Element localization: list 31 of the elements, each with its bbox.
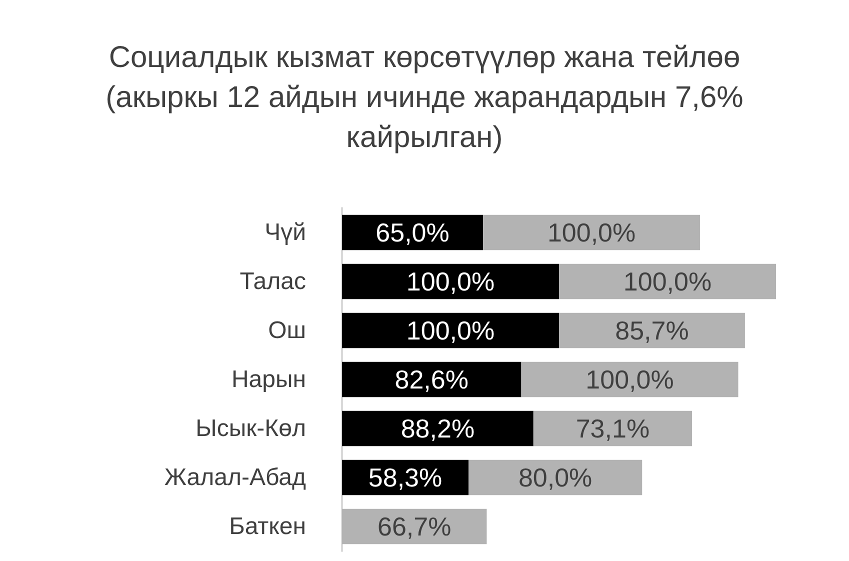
bar	[342, 362, 522, 398]
data-label: 73,1%	[576, 414, 650, 444]
y-tick-label: Ысык-Көл	[196, 415, 306, 442]
data-label: 100,0%	[623, 266, 712, 296]
bar	[342, 312, 559, 348]
data-label: 100,0%	[406, 316, 495, 346]
bar	[521, 362, 738, 398]
bar	[483, 214, 700, 250]
bar	[342, 410, 534, 446]
bar	[559, 312, 745, 348]
y-tick-label: Жалал-Абад	[164, 464, 306, 491]
y-tick-label: Ош	[268, 317, 306, 344]
data-label: 100,0%	[547, 218, 636, 248]
bar	[468, 460, 642, 496]
y-tick-label: Талас	[240, 268, 306, 295]
data-label: 58,3%	[368, 462, 442, 492]
data-label: 85,7%	[615, 316, 689, 346]
bar	[342, 264, 559, 300]
data-label: 66,7%	[378, 512, 452, 542]
data-label: 65,0%	[376, 218, 450, 248]
bar	[533, 410, 692, 446]
data-label: 88,2%	[400, 414, 475, 444]
chart-title: Социалдык кызмат көрсөтүүлөр жана тейлөө (акыркы 12 айдын ичинде жарандардын 7,6% кайрылган)	[104, 40, 744, 156]
data-label: 82,6%	[394, 364, 468, 394]
data-label: 100,0%	[586, 364, 674, 394]
data-label: 80,0%	[518, 462, 592, 492]
y-tick-label: Баткен	[229, 513, 306, 540]
y-tick-label: Нарын	[231, 366, 306, 393]
y-tick-label: Чүй	[264, 219, 306, 246]
data-label: 100,0%	[406, 266, 495, 296]
bar	[559, 264, 776, 300]
